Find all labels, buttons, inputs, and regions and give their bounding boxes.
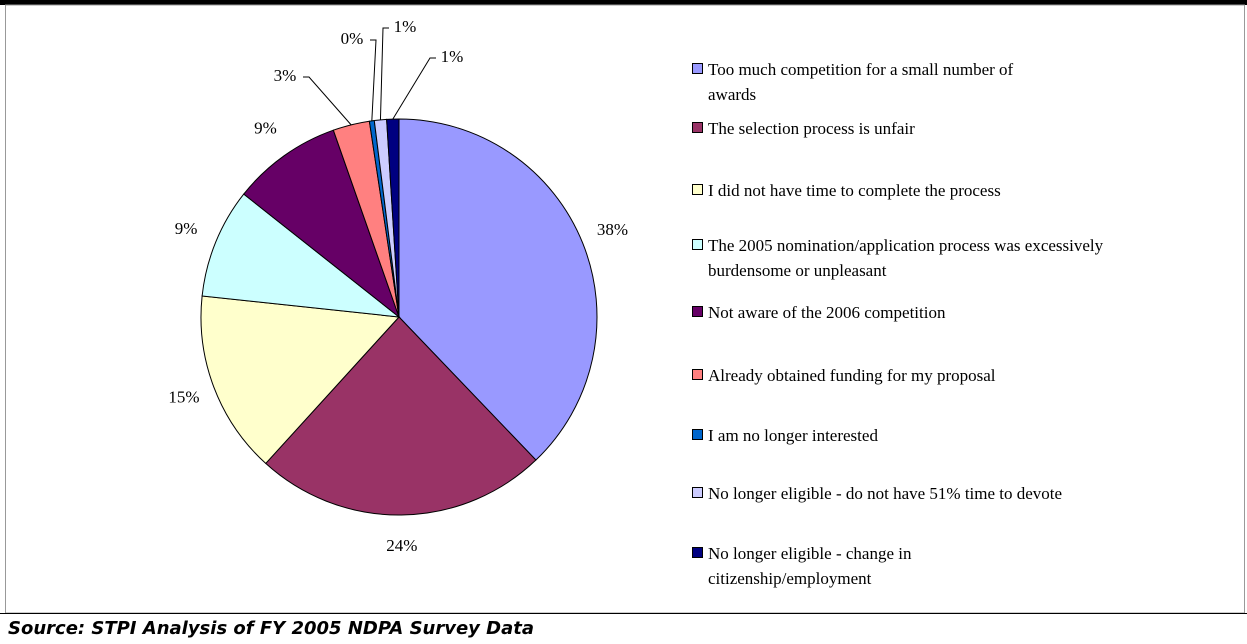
leader-line [370, 39, 377, 121]
data-label: 38% [597, 220, 628, 239]
legend-entry: Not aware of the 2006 competition [690, 300, 1128, 325]
legend-swatch [692, 369, 703, 380]
legend-entry: The 2005 nomination/application process … [690, 233, 1128, 283]
data-label: 9% [254, 119, 277, 138]
legend-entry: Too much competition for a small number … [690, 57, 1048, 107]
source-note: Source: STPI Analysis of FY 2005 NDPA Su… [8, 618, 535, 639]
top-border [0, 0, 1247, 5]
legend-swatch [692, 487, 703, 498]
pie-slice [265, 316, 537, 516]
legend-entry: I am no longer interested [690, 423, 1128, 448]
leader-line [303, 76, 352, 126]
legend-label: The 2005 nomination/application process … [708, 236, 1104, 280]
legend-label: The selection process is unfair [708, 119, 915, 138]
legend-swatch [692, 306, 703, 317]
legend-label: I am no longer interested [708, 426, 878, 445]
legend-label: Already obtained funding for my proposal [708, 366, 996, 385]
legend-label: No longer eligible - change in citizensh… [708, 544, 912, 588]
pie-slice [243, 129, 401, 319]
legend-entry: The selection process is unfair [690, 116, 1128, 141]
leader-line [379, 27, 389, 120]
data-label: 1% [441, 47, 464, 66]
legend-swatch [692, 122, 703, 133]
legend-swatch [692, 547, 703, 558]
pie-slice [386, 118, 400, 318]
data-label: 0% [341, 29, 364, 48]
pie-slice [200, 295, 401, 465]
pie-slice [201, 193, 401, 318]
legend-label: Too much competition for a small number … [708, 60, 1014, 104]
legend-swatch [692, 429, 703, 440]
leader-line [392, 57, 436, 120]
data-label: 9% [175, 219, 198, 238]
legend-entry: I did not have time to complete the proc… [690, 178, 1158, 203]
legend-label: I did not have time to complete the proc… [708, 181, 1001, 200]
data-label: 1% [394, 17, 417, 36]
pie-slice [398, 118, 598, 461]
data-label: 24% [386, 536, 417, 555]
legend-label: Not aware of the 2006 competition [708, 303, 946, 322]
legend-swatch [692, 184, 703, 195]
legend-entry: No longer eligible - do not have 51% tim… [690, 481, 1108, 506]
legend-entry: Already obtained funding for my proposal [690, 363, 1128, 388]
data-label: 15% [168, 388, 199, 407]
legend-entry: No longer eligible - change in citizensh… [690, 541, 1048, 591]
legend-swatch [692, 239, 703, 250]
legend-label: No longer eligible - do not have 51% tim… [708, 484, 1063, 503]
legend-swatch [692, 63, 703, 74]
data-label: 3% [274, 66, 297, 85]
